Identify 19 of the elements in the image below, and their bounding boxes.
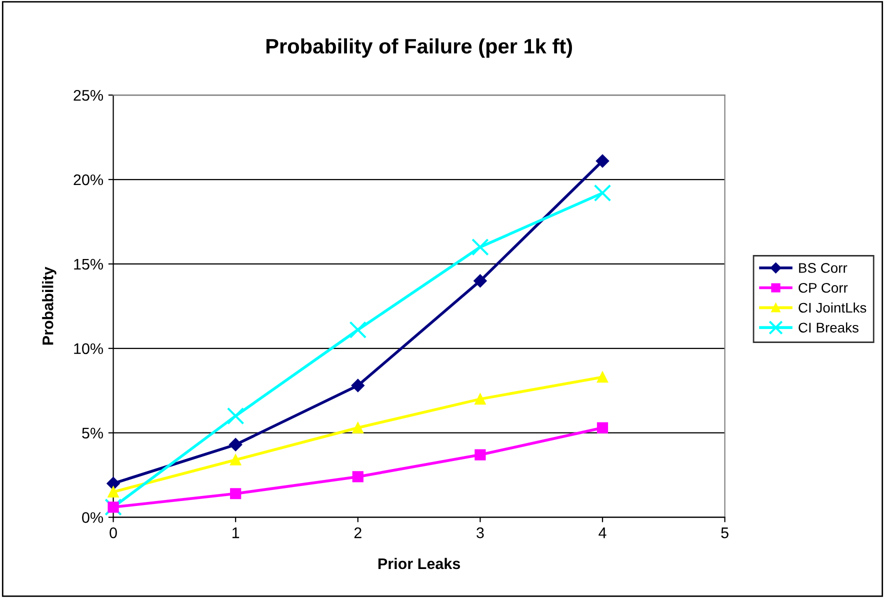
y-tick-label: 15%	[74, 258, 104, 270]
y-tick-label: 0%	[82, 512, 104, 523]
legend-label: CI Breaks	[798, 322, 858, 333]
x-tick-label: 0	[110, 527, 117, 538]
x-axis-title: Prior Leaks	[378, 558, 460, 570]
y-tick-label: 25%	[74, 90, 104, 101]
y-tick-label: 20%	[74, 174, 104, 186]
legend-label: CP Corr	[798, 282, 848, 293]
y-tick-label: 10%	[74, 343, 104, 354]
x-tick-label: 1	[232, 528, 240, 538]
x-tick-label: 2	[354, 527, 362, 538]
x-tick-label: 5	[721, 528, 728, 538]
chart-title: Probability of Failure (per 1k ft)	[266, 38, 572, 58]
legend-label: CI JointLks	[798, 302, 866, 313]
x-tick-label: 3	[476, 527, 484, 538]
x-tick-label: 4	[598, 528, 606, 538]
legend-label: BS Corr	[799, 263, 848, 273]
y-axis-title: Probability	[42, 266, 56, 345]
y-tick-label: 5%	[82, 428, 104, 439]
